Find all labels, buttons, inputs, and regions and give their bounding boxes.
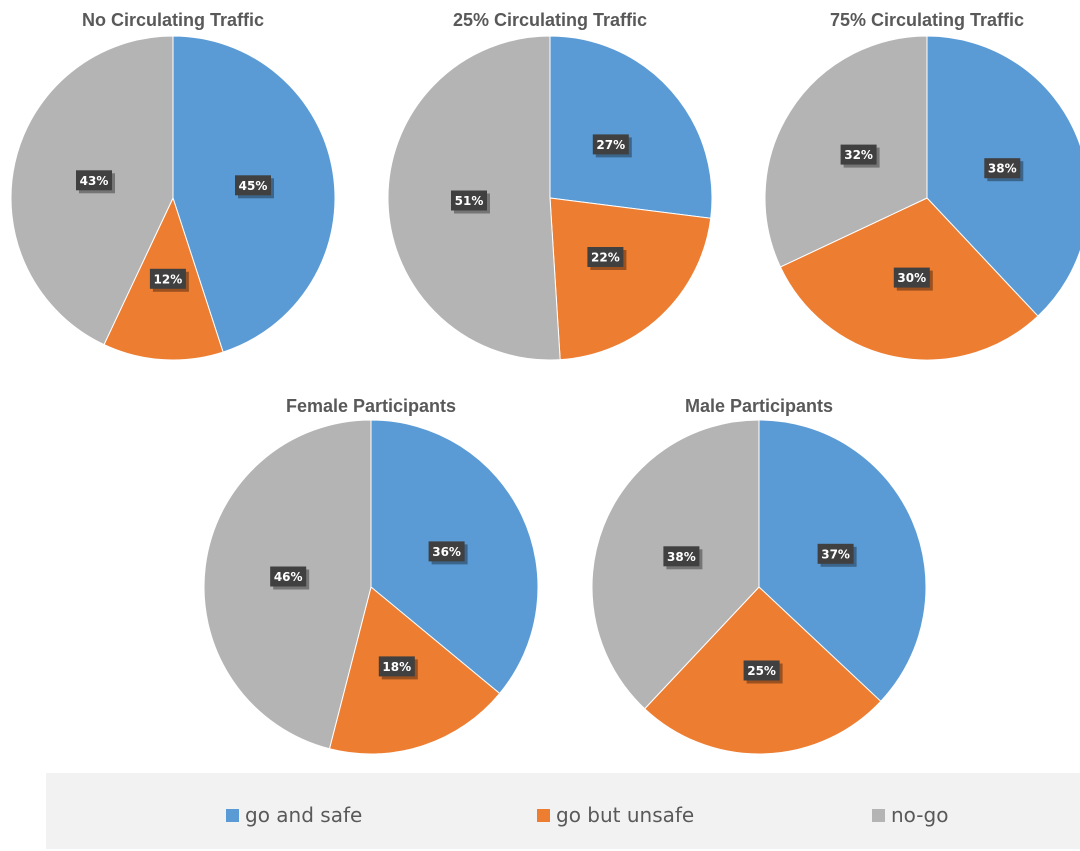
data-label-text: 46% bbox=[274, 570, 303, 584]
legend-swatch-blue bbox=[226, 808, 239, 822]
data-label-box bbox=[817, 543, 854, 564]
data-label: 30% bbox=[893, 267, 933, 291]
pie-chart-male-participants: Male Participants 37% 25% 38% bbox=[591, 396, 927, 755]
data-label-text: 32% bbox=[844, 148, 873, 162]
data-label: 22% bbox=[587, 247, 627, 270]
legend: go and safe go but unsafe no-go bbox=[46, 773, 1080, 849]
data-label-text: 36% bbox=[432, 545, 461, 559]
data-label: 25% bbox=[743, 660, 783, 684]
data-label: 38% bbox=[663, 546, 703, 570]
data-label-box bbox=[270, 566, 307, 587]
data-label: 51% bbox=[451, 190, 490, 214]
data-label-box bbox=[663, 546, 700, 567]
pie-chart-75-circulating-traffic: 75% Circulating Traffic 38% 30% 32% bbox=[764, 10, 1080, 361]
data-label-box bbox=[451, 190, 487, 211]
data-label: 46% bbox=[270, 566, 310, 590]
chart-title: Female Participants bbox=[286, 396, 456, 416]
data-label-box bbox=[428, 541, 465, 562]
data-label-text: 51% bbox=[455, 194, 484, 208]
data-label-text: 45% bbox=[239, 179, 268, 193]
data-label: 38% bbox=[984, 158, 1024, 182]
legend-label: no-go bbox=[891, 803, 949, 827]
data-label-text: 30% bbox=[897, 271, 926, 285]
data-label-text: 25% bbox=[747, 664, 776, 678]
data-label-box bbox=[76, 170, 112, 191]
chart-title: 75% Circulating Traffic bbox=[830, 10, 1024, 30]
chart-title: 25% Circulating Traffic bbox=[453, 10, 647, 30]
data-label-box bbox=[149, 268, 186, 289]
data-label-text: 27% bbox=[596, 138, 625, 152]
data-label-text: 38% bbox=[667, 550, 696, 564]
legend-swatch-orange bbox=[537, 808, 550, 822]
data-label-text: 12% bbox=[154, 272, 183, 286]
pie-chart-no-circulating-traffic: No Circulating Traffic 45% 12% 43% bbox=[10, 10, 336, 361]
data-label-box bbox=[743, 660, 780, 681]
data-label-text: 18% bbox=[382, 660, 411, 674]
data-label-box bbox=[235, 175, 271, 196]
chart-title: Male Participants bbox=[685, 396, 833, 416]
data-label: 12% bbox=[149, 268, 189, 292]
data-label-text: 22% bbox=[591, 251, 620, 265]
legend-label: go but unsafe bbox=[556, 803, 695, 827]
pie-slice-go-but-unsafe bbox=[549, 197, 712, 361]
data-label-box bbox=[587, 247, 624, 267]
chart-title: No Circulating Traffic bbox=[82, 10, 264, 30]
data-label: 37% bbox=[817, 543, 857, 567]
data-label: 18% bbox=[378, 656, 418, 680]
legend-swatch-gray bbox=[872, 808, 885, 822]
data-label-text: 38% bbox=[988, 162, 1017, 176]
data-label-box bbox=[984, 158, 1021, 179]
data-label-text: 37% bbox=[821, 547, 850, 561]
pie-slice-go-and-safe bbox=[549, 35, 713, 219]
data-label: 32% bbox=[840, 144, 880, 168]
data-label: 43% bbox=[76, 170, 115, 194]
data-label-box bbox=[378, 656, 415, 677]
data-label-box bbox=[592, 134, 629, 155]
pie-chart-female-participants: Female Participants 36% 18% 46% bbox=[203, 396, 539, 755]
legend-item-go-but-unsafe: go but unsafe bbox=[537, 803, 694, 827]
data-label-box bbox=[893, 267, 930, 288]
pie-charts-panel: No Circulating Traffic 45% 12% 43% 25% Circu… bbox=[10, 10, 1080, 755]
data-label: 36% bbox=[428, 541, 468, 565]
pie-chart-25-circulating-traffic: 25% Circulating Traffic 27% 22% 51% bbox=[387, 10, 713, 361]
data-label-box bbox=[840, 144, 877, 165]
data-label: 45% bbox=[235, 175, 274, 199]
data-label: 27% bbox=[592, 134, 632, 158]
data-label-text: 43% bbox=[80, 174, 109, 188]
legend-item-no-go: no-go bbox=[872, 803, 948, 827]
legend-label: go and safe bbox=[245, 803, 363, 827]
legend-item-go-and-safe: go and safe bbox=[226, 803, 362, 827]
